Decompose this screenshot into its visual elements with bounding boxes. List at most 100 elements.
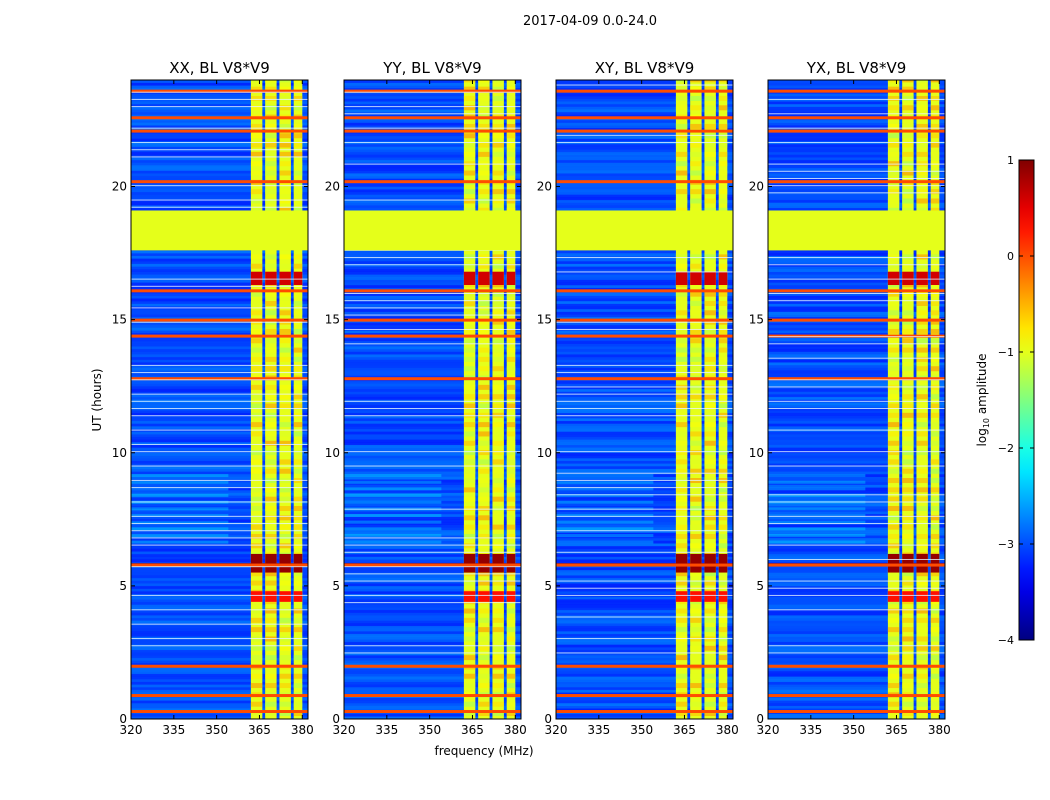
white-row bbox=[131, 393, 308, 395]
rfi-texture bbox=[690, 263, 702, 269]
texture-row bbox=[556, 194, 733, 198]
texture-row bbox=[344, 149, 521, 153]
texture-row bbox=[344, 458, 521, 462]
rfi-texture bbox=[704, 105, 716, 111]
rfi-texture bbox=[902, 338, 914, 344]
flagged-band bbox=[768, 210, 945, 251]
texture-row bbox=[768, 109, 945, 113]
flagged-row bbox=[344, 318, 521, 322]
rfi-texture bbox=[463, 431, 476, 437]
rfi-texture bbox=[930, 356, 940, 362]
rfi-texture bbox=[675, 291, 688, 297]
rfi-texture bbox=[463, 310, 476, 316]
texture-row bbox=[768, 266, 945, 270]
texture-row bbox=[556, 348, 733, 352]
rfi-texture bbox=[506, 291, 516, 297]
texture-row bbox=[344, 106, 521, 110]
texture-row bbox=[344, 269, 521, 272]
rfi-texture bbox=[930, 310, 940, 316]
texture-row bbox=[344, 487, 521, 491]
rfi-texture bbox=[930, 459, 940, 465]
texture-row bbox=[768, 508, 945, 512]
rfi-texture bbox=[492, 580, 504, 586]
axes-frame bbox=[343, 79, 522, 720]
texture-row bbox=[131, 577, 308, 581]
texture-row bbox=[556, 623, 733, 627]
rfi-texture bbox=[930, 515, 940, 521]
texture-row bbox=[131, 484, 308, 488]
white-row bbox=[556, 472, 733, 474]
texture-row bbox=[556, 447, 733, 451]
axes-frame bbox=[767, 79, 946, 720]
rfi-texture bbox=[279, 347, 291, 353]
texture-row bbox=[131, 705, 308, 709]
texture-row bbox=[556, 314, 733, 318]
texture-row bbox=[131, 375, 308, 379]
flagged-band bbox=[344, 210, 521, 251]
rfi-texture bbox=[690, 123, 702, 129]
flagged-row bbox=[344, 116, 521, 120]
flagged-row bbox=[344, 377, 521, 381]
texture-row bbox=[556, 287, 733, 291]
texture-row bbox=[556, 636, 733, 640]
flagged-row bbox=[131, 116, 308, 120]
texture-row bbox=[344, 609, 521, 613]
rfi-texture bbox=[265, 328, 277, 334]
texture-row bbox=[556, 322, 733, 326]
x-tick-label: 350 bbox=[842, 723, 865, 737]
rfi-texture bbox=[902, 543, 914, 549]
texture-row bbox=[768, 479, 945, 483]
rfi-texture bbox=[704, 580, 716, 586]
texture-row bbox=[556, 540, 654, 544]
rfi-texture bbox=[718, 80, 728, 83]
x-tick-label: 365 bbox=[248, 723, 271, 737]
texture-row bbox=[768, 575, 945, 579]
rfi-texture bbox=[690, 487, 702, 493]
white-row bbox=[556, 364, 733, 366]
rfi-texture bbox=[930, 450, 940, 456]
rfi-texture bbox=[930, 291, 940, 297]
rfi-texture bbox=[675, 440, 688, 446]
texture-row bbox=[768, 434, 945, 438]
texture-row bbox=[344, 516, 521, 520]
rfi-texture bbox=[704, 142, 716, 148]
texture-row bbox=[556, 135, 733, 139]
texture-row bbox=[131, 207, 308, 211]
texture-row bbox=[131, 529, 308, 533]
texture-row bbox=[556, 343, 733, 347]
texture-row bbox=[556, 577, 733, 581]
rfi-texture bbox=[718, 543, 728, 549]
texture-row bbox=[131, 513, 229, 517]
rfi-texture bbox=[704, 524, 716, 530]
rfi-texture bbox=[463, 524, 476, 530]
texture-row bbox=[556, 354, 733, 358]
texture-row bbox=[131, 157, 308, 161]
flagged-row bbox=[344, 129, 521, 133]
rfi-texture bbox=[718, 403, 728, 409]
rfi-texture bbox=[478, 627, 490, 633]
texture-row bbox=[344, 338, 521, 342]
rfi-texture bbox=[463, 711, 476, 717]
texture-row bbox=[768, 146, 945, 150]
texture-row bbox=[131, 516, 308, 520]
texture-row bbox=[768, 548, 945, 552]
texture-row bbox=[556, 713, 733, 717]
texture-row bbox=[556, 494, 654, 498]
rfi-texture bbox=[279, 515, 291, 521]
texture-row bbox=[768, 660, 945, 664]
rfi-texture bbox=[478, 189, 490, 195]
texture-row bbox=[131, 293, 308, 296]
rfi-texture bbox=[902, 142, 914, 148]
texture-row bbox=[131, 458, 308, 462]
rfi-texture bbox=[250, 384, 263, 390]
rfi-texture bbox=[478, 636, 490, 642]
rfi-texture bbox=[930, 123, 940, 129]
rfi-texture bbox=[675, 487, 688, 493]
texture-row bbox=[131, 447, 308, 451]
rfi-texture bbox=[279, 338, 291, 344]
rfi-channel bbox=[704, 80, 716, 719]
texture-row bbox=[768, 332, 945, 336]
rfi-texture bbox=[902, 450, 914, 456]
